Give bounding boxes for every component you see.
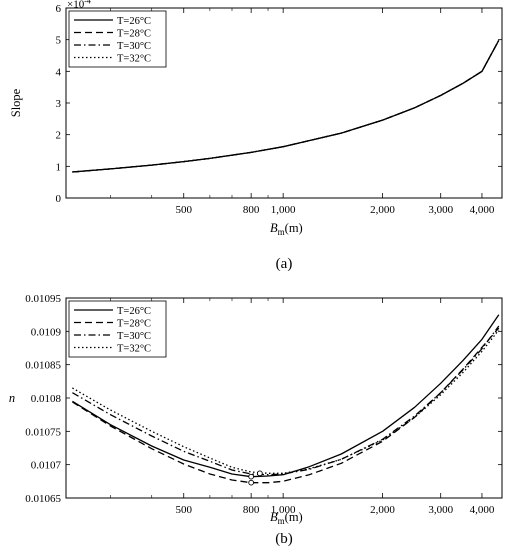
x-tick-label: 500	[175, 204, 192, 216]
legend-label: T=32°C	[117, 54, 151, 65]
y-tick-label: 0.0108	[31, 393, 62, 405]
x-axis-label: Bm(m)	[270, 510, 303, 526]
x-tick-label: 800	[243, 204, 260, 216]
legend-label: T=26°C	[117, 16, 151, 27]
legend-label: T=28°C	[117, 29, 151, 40]
x-label-main: B	[270, 221, 278, 235]
series-line-1	[72, 314, 500, 478]
y-axis-label: Slope	[9, 88, 23, 117]
x-tick-label: 1,000	[271, 504, 296, 516]
x-axis-label: Bm(m)	[270, 221, 303, 237]
y-tick-label: 4	[56, 66, 62, 78]
x-label-sub: m	[278, 227, 285, 237]
minimum-marker	[248, 473, 254, 480]
x-label-main: B	[270, 510, 278, 524]
exponent-base: ×10	[67, 0, 85, 11]
legend-label: T=32°C	[117, 344, 151, 355]
y-tick-label: 0.0109	[31, 326, 62, 338]
x-tick-label: 4,000	[470, 504, 495, 516]
minimum-marker	[256, 470, 263, 477]
x-label-unit: (m)	[285, 510, 303, 524]
y-tick-label: 0.01095	[25, 293, 61, 305]
y-tick-label: 6	[56, 3, 62, 15]
y-tick-label: 1	[56, 161, 62, 173]
x-tick-label: 500	[175, 504, 192, 516]
minimum-marker	[248, 479, 254, 486]
y-tick-label: 2	[56, 130, 62, 142]
y-tick-label: 0.01065	[25, 493, 61, 505]
y-tick-label: 0.01085	[25, 360, 61, 372]
y-axis-label: n	[9, 391, 15, 405]
x-tick-label: 1,000	[271, 204, 296, 216]
exponent-power: -4	[84, 0, 91, 6]
series-line-4	[72, 39, 500, 173]
x-tick-label: 2,000	[370, 504, 395, 516]
chart-panel-b: 0.01065 0.0107 0.01075 0.0108 0.01085 0.0109 0…	[9, 293, 503, 547]
y-tick-label: 3	[56, 98, 62, 110]
y-tick-label: 0	[56, 193, 62, 205]
y-tick-label: 0.0107	[31, 460, 62, 472]
x-label-sub: m	[278, 516, 285, 526]
chart-panel-a: 0 1 2 3 4 5 6 500 800 1,000 2,000 3,000 4,000 T=26°C T…	[9, 0, 503, 272]
y-tick-label: 5	[56, 35, 62, 47]
legend-label: T=30°C	[117, 41, 151, 52]
x-tick-label: 2,000	[370, 204, 395, 216]
x-label-unit: (m)	[285, 221, 303, 235]
x-tick-label: 800	[243, 504, 260, 516]
legend-label: T=30°C	[117, 331, 151, 342]
panel-caption: (b)	[275, 531, 293, 547]
x-tick-label: 3,000	[428, 504, 453, 516]
series-line-3	[72, 39, 500, 173]
x-tick-label: 3,000	[428, 204, 453, 216]
y-exponent-label: ×10-4	[67, 0, 91, 11]
panel-caption: (a)	[276, 256, 293, 272]
legend-label: T=26°C	[117, 306, 151, 317]
legend-label: T=28°C	[117, 319, 151, 330]
y-tick-label: 0.01075	[25, 426, 61, 438]
x-tick-label: 4,000	[470, 204, 495, 216]
